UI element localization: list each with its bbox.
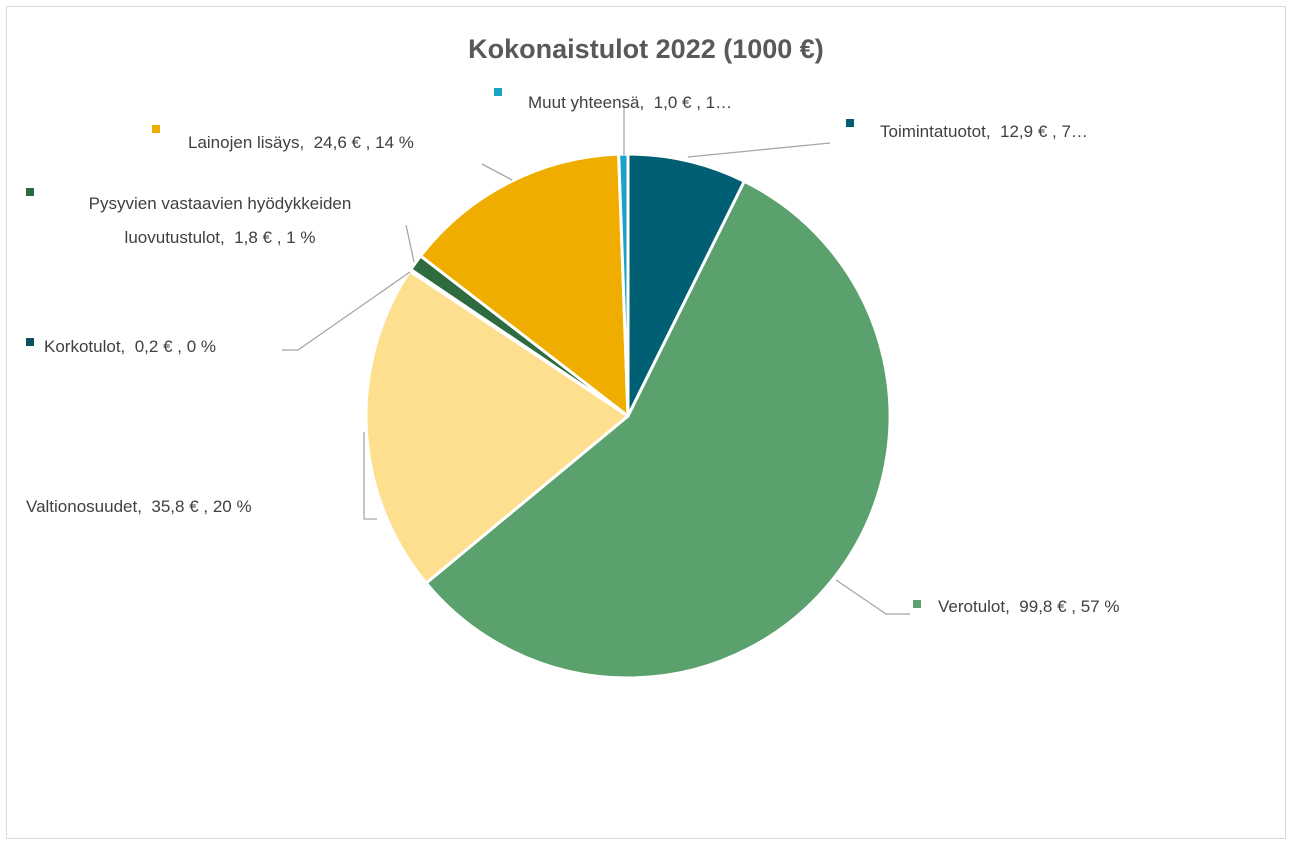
data-label: Valtionosuudet, 35,8 € , 20 % bbox=[26, 497, 252, 517]
leader-line bbox=[687, 142, 831, 158]
leader-line bbox=[481, 163, 513, 181]
value-label: , 35,8 € , 20 % bbox=[137, 497, 252, 516]
leader-line bbox=[282, 271, 411, 351]
label-marker bbox=[26, 338, 34, 346]
value-label: , 12,9 € , 7… bbox=[985, 122, 1088, 141]
pie-slice bbox=[617, 152, 630, 418]
pie-slice bbox=[626, 152, 746, 418]
leader-line bbox=[405, 224, 415, 263]
value-label: , 99,8 € , 57 % bbox=[1005, 597, 1120, 616]
data-label: Lainojen lisäys, 24,6 € , 14 % bbox=[188, 133, 414, 153]
category-name: Toimintatuotot bbox=[880, 122, 986, 141]
label-marker bbox=[26, 188, 34, 196]
data-label: Muut yhteensä, 1,0 € , 1… bbox=[528, 93, 732, 113]
chart-title: Kokonaistulot 2022 (1000 €) bbox=[468, 34, 824, 64]
category-name: Lainojen lisäys bbox=[188, 133, 300, 152]
leader-line bbox=[835, 579, 910, 615]
data-label: Pysyvien vastaavien hyödykkeiden luovutu… bbox=[50, 187, 390, 255]
label-marker bbox=[152, 125, 160, 133]
value-label: , 0,2 € , 0 % bbox=[120, 337, 216, 356]
label-marker bbox=[846, 119, 854, 127]
category-name: Verotulot bbox=[938, 597, 1006, 616]
leader-lines bbox=[282, 105, 910, 615]
pie-slice bbox=[364, 269, 630, 585]
data-label: Korkotulot, 0,2 € , 0 % bbox=[44, 337, 216, 357]
value-label: , 1,0 € , 1… bbox=[639, 93, 733, 112]
label-marker bbox=[494, 88, 502, 96]
category-name: Muut yhteensä bbox=[528, 93, 640, 112]
category-name: Valtionosuudet bbox=[26, 497, 138, 516]
data-label: Verotulot, 99,8 € , 57 % bbox=[938, 597, 1119, 617]
pie-slice bbox=[424, 179, 892, 680]
data-label: Toimintatuotot, 12,9 € , 7… bbox=[880, 122, 1088, 142]
category-name: Pysyvien vastaavien hyödykkeiden luovutu… bbox=[88, 194, 352, 247]
label-marker bbox=[913, 600, 921, 608]
pie-slice bbox=[419, 152, 630, 418]
value-label: , 24,6 € , 14 % bbox=[299, 133, 414, 152]
value-label: , 1,8 € , 1 % bbox=[220, 228, 316, 247]
leader-line bbox=[363, 432, 377, 520]
category-name: Korkotulot bbox=[44, 337, 121, 356]
